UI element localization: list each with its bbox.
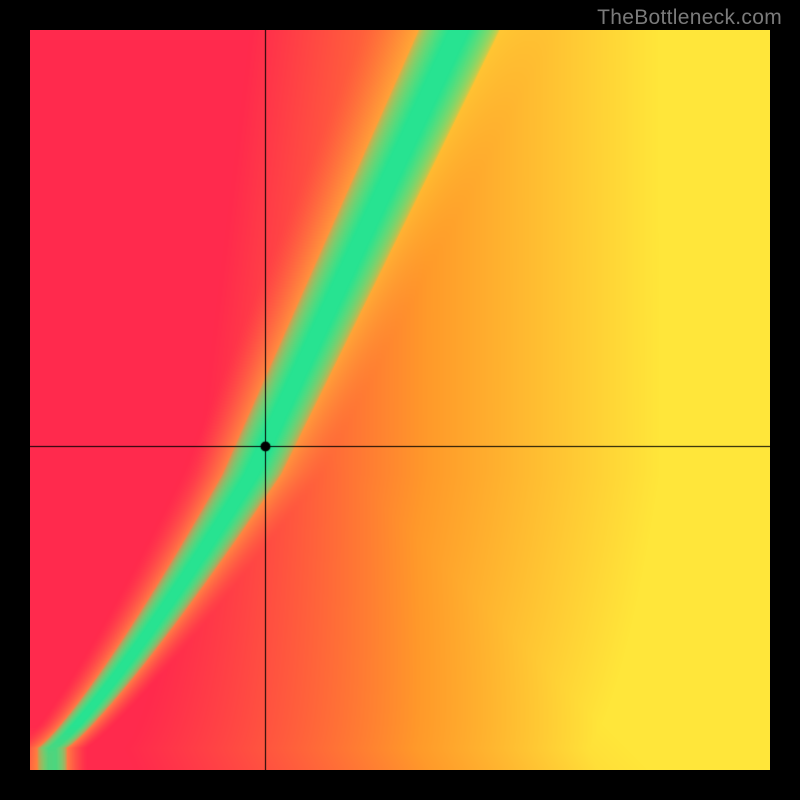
watermark-text: TheBottleneck.com: [597, 6, 782, 30]
heatmap-canvas: [30, 30, 770, 770]
heatmap-plot: [30, 30, 770, 770]
chart-container: TheBottleneck.com: [0, 0, 800, 800]
